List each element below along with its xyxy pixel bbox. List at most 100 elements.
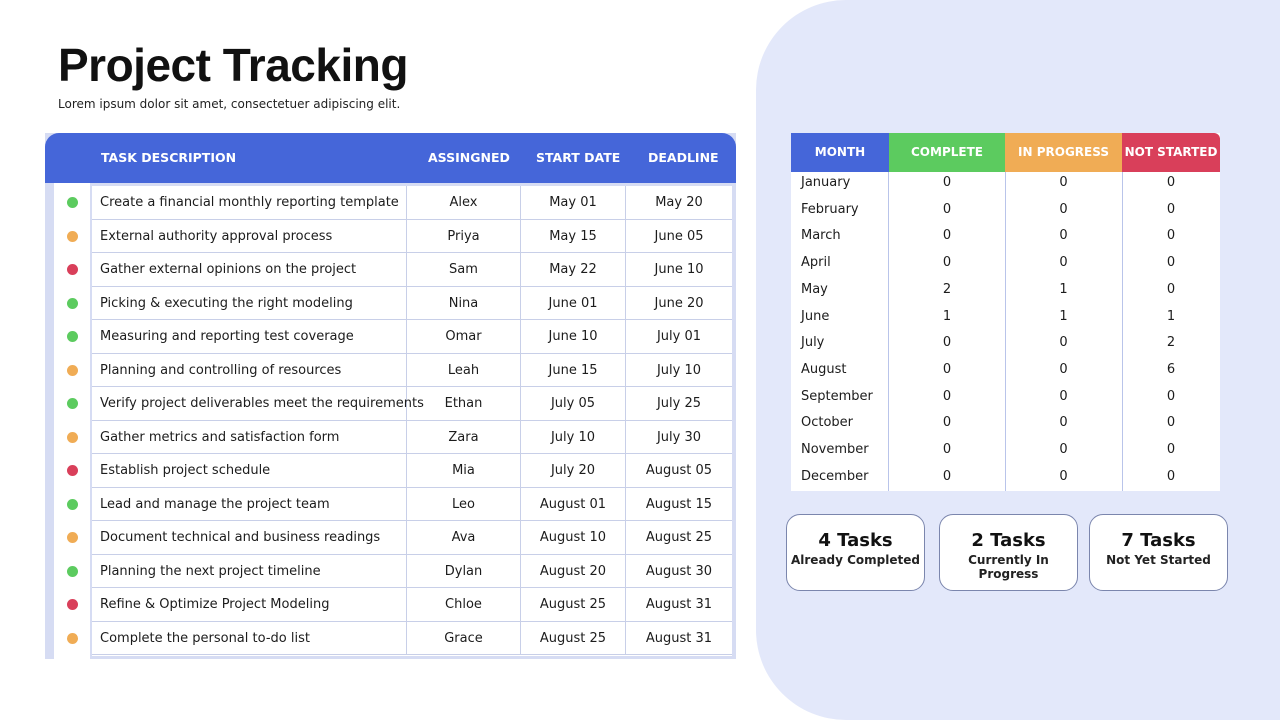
table-row: May 2 1 0 (791, 277, 1220, 304)
complete-cell: 0 (942, 361, 952, 377)
not-started-cell: 0 (1166, 388, 1176, 404)
table-row: April 0 0 0 (791, 250, 1220, 277)
header-deadline: DEADLINE (648, 150, 719, 165)
complete-cell: 0 (942, 442, 952, 457)
task-description-cell: Gather external opinions on the project (92, 253, 407, 287)
deadline-cell: August 15 (645, 496, 713, 512)
start-date-cell: June 15 (521, 353, 626, 387)
in-progress-cell: 0 (1059, 175, 1068, 190)
status-dot-icon (67, 565, 78, 577)
start-date-cell: May 15 (521, 219, 626, 253)
table-row: Create a financial monthly reporting tem… (92, 186, 732, 220)
table-row: Gather external opinions on the project S… (92, 253, 732, 287)
assigned-cell: Priya (407, 219, 521, 253)
month-cell: August (801, 361, 847, 377)
deadline-cell: June 10 (654, 262, 704, 277)
task-description-cell: Gather metrics and satisfaction form (92, 420, 407, 454)
table-row: September 0 0 0 (791, 384, 1220, 411)
in-progress-cell: 0 (1059, 335, 1068, 351)
start-date-cell: June 10 (521, 320, 626, 354)
task-table: TASK DESCRIPTION ASSINGNED START DATE DE… (45, 133, 736, 659)
start-date-cell: August 01 (521, 487, 626, 521)
table-row: February 0 0 0 (791, 197, 1220, 224)
status-dot-icon (67, 364, 78, 376)
status-dot-icon (67, 398, 78, 410)
task-description-cell: Lead and manage the project team (92, 487, 407, 521)
assigned-cell: Omar (407, 320, 521, 354)
month-cell: February (801, 201, 859, 217)
status-dot-icon (67, 431, 78, 443)
status-dot-icon (67, 599, 78, 611)
start-date-cell: August 20 (521, 554, 626, 588)
assigned-cell: Leah (407, 353, 521, 387)
status-column (54, 183, 90, 659)
month-cell: September (801, 388, 873, 404)
month-cell: January (801, 175, 851, 190)
status-dot-icon (67, 331, 78, 343)
assigned-cell: Nina (407, 286, 521, 320)
deadline-cell: August 25 (645, 530, 713, 545)
status-dot-icon (67, 230, 78, 242)
task-table-body: Create a financial monthly reporting tem… (92, 186, 732, 656)
table-row: Complete the personal to-do list Grace Aug… (92, 621, 732, 655)
table-row: Measuring and reporting test coverage Oma… (92, 320, 732, 354)
not-started-cell: 1 (1166, 308, 1176, 324)
task-description-cell: Planning the next project timeline (92, 554, 407, 588)
month-cell: July (801, 335, 825, 351)
header-complete: COMPLETE (889, 133, 1005, 172)
deadline-cell: August 05 (645, 463, 713, 478)
table-row: July 0 0 2 (791, 330, 1220, 357)
task-description-cell: Create a financial monthly reporting tem… (92, 186, 407, 220)
complete-cell: 0 (942, 388, 952, 404)
table-row: External authority approval process Priya… (92, 219, 732, 253)
summary-count: 4 Tasks (818, 530, 893, 551)
in-progress-cell: 0 (1059, 255, 1068, 271)
complete-cell: 0 (942, 415, 952, 431)
table-row: October 0 0 0 (791, 410, 1220, 437)
column-divider (888, 172, 889, 491)
month-cell: October (801, 415, 854, 431)
assigned-cell: Alex (407, 186, 521, 220)
in-progress-cell: 0 (1059, 228, 1068, 244)
deadline-cell: July 01 (656, 329, 702, 344)
complete-cell: 0 (942, 175, 952, 190)
complete-cell: 1 (942, 308, 952, 324)
start-date-cell: August 10 (521, 521, 626, 555)
start-date-cell: July 20 (521, 454, 626, 488)
task-description-cell: External authority approval process (92, 219, 407, 253)
summary-count: 2 Tasks (971, 530, 1046, 551)
start-date-cell: June 01 (521, 286, 626, 320)
column-divider (1122, 172, 1123, 491)
deadline-cell: July 10 (656, 362, 702, 378)
in-progress-cell: 0 (1059, 388, 1068, 404)
status-dot-icon (67, 264, 78, 276)
assigned-cell: Grace (407, 621, 521, 655)
in-progress-cell: 0 (1059, 442, 1068, 457)
task-description-cell: Picking & executing the right modeling (92, 286, 407, 320)
month-cell: November (801, 442, 869, 457)
not-started-cell: 0 (1166, 201, 1176, 217)
in-progress-cell: 0 (1059, 361, 1068, 377)
deadline-cell: July 30 (656, 429, 702, 445)
assigned-cell: Mia (407, 454, 521, 488)
table-row: Refine & Optimize Project Modeling Chloe A… (92, 588, 732, 622)
task-description-cell: Planning and controlling of resources (92, 353, 407, 387)
header-not-started: NOT STARTED (1122, 133, 1220, 172)
summary-card-completed: 4 Tasks Already Completed (786, 514, 925, 591)
table-row: December 0 0 0 (791, 464, 1220, 491)
assigned-cell: Dylan (407, 554, 521, 588)
status-dot-icon (67, 197, 78, 209)
deadline-cell: June 20 (654, 295, 704, 311)
header-month: MONTH (791, 133, 889, 172)
deadline-cell: August 31 (645, 630, 713, 646)
start-date-cell: May 01 (521, 186, 626, 220)
not-started-cell: 0 (1166, 415, 1176, 431)
complete-cell: 2 (942, 281, 952, 297)
summary-card-not-started: 7 Tasks Not Yet Started (1089, 514, 1228, 591)
complete-cell: 0 (942, 255, 952, 271)
table-row: June 1 1 1 (791, 304, 1220, 331)
complete-cell: 0 (942, 228, 952, 244)
start-date-cell: May 22 (521, 253, 626, 287)
start-date-cell: August 25 (521, 588, 626, 622)
in-progress-cell: 0 (1059, 201, 1068, 217)
